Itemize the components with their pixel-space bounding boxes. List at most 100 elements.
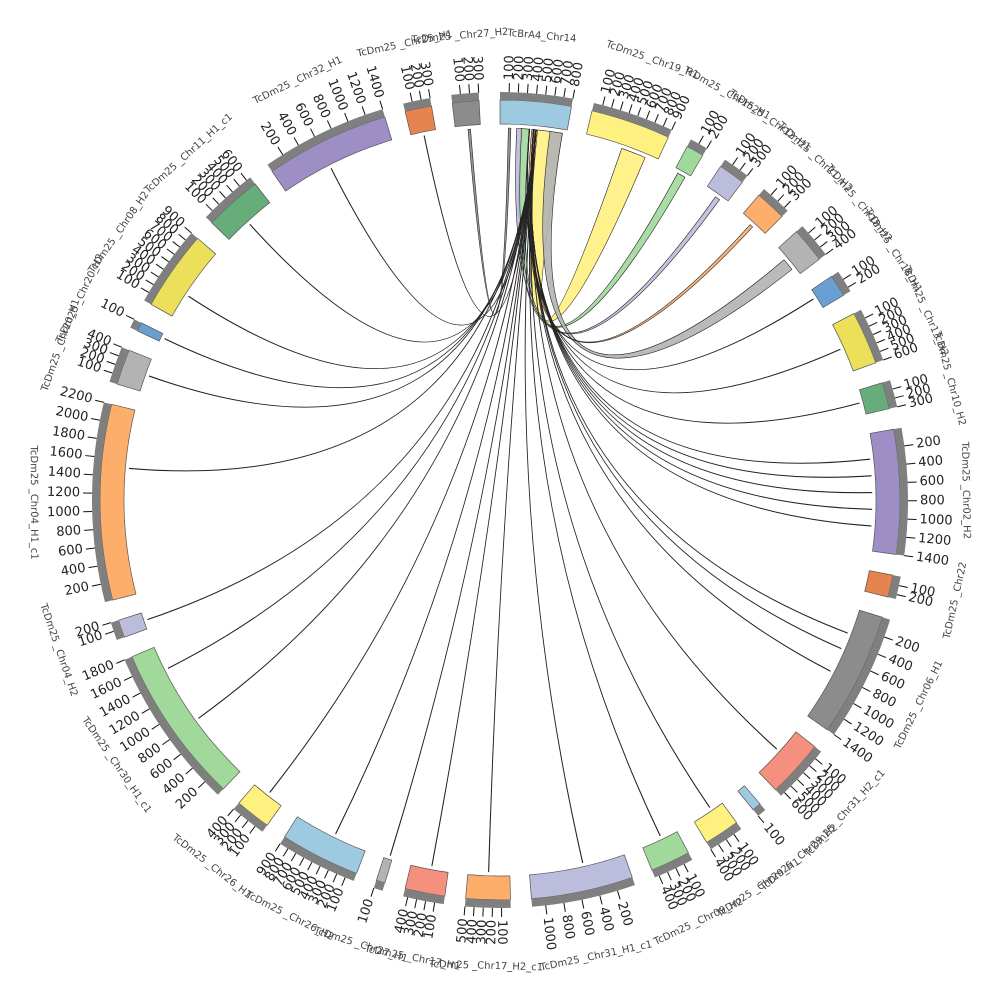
link xyxy=(530,129,848,634)
tick-mark xyxy=(88,565,98,569)
tick-mark xyxy=(814,233,822,241)
tick-mark xyxy=(155,263,164,270)
tick-mark xyxy=(141,708,150,714)
tick-mark xyxy=(458,84,461,94)
tick-label: 400 xyxy=(596,905,617,933)
link xyxy=(488,129,537,873)
tick-band xyxy=(500,92,573,107)
tick-mark xyxy=(706,140,712,149)
tick-mark xyxy=(784,200,792,208)
tick-mark xyxy=(892,386,902,390)
tick-mark xyxy=(602,96,606,106)
tick-mark xyxy=(299,857,305,866)
tick-label: 100 xyxy=(502,55,518,80)
tick-label: 1400 xyxy=(915,550,950,569)
tick-mark xyxy=(326,120,332,129)
tick-label: 400 xyxy=(392,907,412,935)
tick-label: 200 xyxy=(905,381,933,402)
tick-mark xyxy=(870,670,879,676)
link xyxy=(530,129,872,478)
tick-label: 300 xyxy=(416,60,435,87)
segment xyxy=(211,183,271,240)
tick-mark xyxy=(667,871,672,881)
tick-label: 200 xyxy=(915,434,942,452)
tick-label: 700 xyxy=(558,59,577,86)
links xyxy=(128,127,873,873)
tick-band xyxy=(796,226,826,260)
tick-label: 800 xyxy=(558,914,577,941)
tick-label: 1000 xyxy=(919,512,953,529)
link xyxy=(530,129,873,494)
tick-mark xyxy=(341,877,346,886)
tick-label: 100 xyxy=(98,296,127,320)
segment xyxy=(116,349,152,392)
tick-mark xyxy=(894,395,904,399)
tick-label: 500 xyxy=(454,918,471,944)
tick-mark xyxy=(843,718,852,725)
tick-mark xyxy=(879,347,889,352)
tick-mark xyxy=(463,906,466,916)
tick-mark xyxy=(808,226,816,234)
tick-mark xyxy=(423,901,427,911)
tick-label: 100 xyxy=(421,913,440,940)
tick-mark xyxy=(205,203,213,212)
tick-band xyxy=(110,620,125,640)
tick-band xyxy=(853,309,884,363)
tick-mark xyxy=(274,843,281,852)
tick-mark xyxy=(654,114,659,123)
link xyxy=(167,129,537,669)
segment xyxy=(832,313,877,372)
tick-label: 200 xyxy=(511,55,527,80)
tick-label: 300 xyxy=(474,919,490,944)
tick-mark xyxy=(718,844,724,853)
tick-mark xyxy=(132,692,141,698)
link xyxy=(423,129,537,317)
tick-band xyxy=(687,139,707,156)
tick-mark xyxy=(904,444,914,447)
tick-label: 300 xyxy=(521,56,538,82)
tick-label: 400 xyxy=(918,453,944,470)
tick-label: 600 xyxy=(919,473,944,489)
tick-mark xyxy=(293,137,299,146)
tick-mark xyxy=(310,128,316,137)
link xyxy=(188,129,537,370)
tick-label: 1400 xyxy=(47,465,81,482)
tick-mark xyxy=(757,815,765,824)
tick-mark xyxy=(332,873,338,883)
tick-mark xyxy=(468,84,470,94)
tick-mark xyxy=(536,84,538,94)
segments: 100200300400500600700800TcBrA4_Chr141002… xyxy=(28,27,972,974)
tick-mark xyxy=(645,110,651,120)
tick-mark xyxy=(282,848,289,857)
tick-mark xyxy=(563,88,566,98)
tick-band xyxy=(882,380,898,409)
tick-mark xyxy=(526,83,529,93)
tick-label: 800 xyxy=(56,523,82,540)
tick-mark xyxy=(145,279,154,286)
tick-band xyxy=(706,822,742,850)
segment-name: TcDm25 _Chr22 xyxy=(942,561,970,641)
tick-mark xyxy=(234,814,242,823)
tick-mark xyxy=(173,753,182,761)
tick-label: 600 xyxy=(549,58,567,85)
segment xyxy=(499,99,572,131)
tick-band xyxy=(651,852,693,878)
tick-mark xyxy=(884,636,893,641)
tick-mark xyxy=(896,594,906,598)
tick-mark xyxy=(671,121,676,131)
tick-label: 400 xyxy=(464,919,481,945)
tick-mark xyxy=(864,313,874,319)
tick-mark xyxy=(739,162,746,171)
tick-label: 200 xyxy=(459,56,476,82)
segment xyxy=(811,275,845,309)
tick-band xyxy=(130,319,142,331)
segment xyxy=(758,731,816,791)
tick-band xyxy=(720,159,748,182)
tick-band xyxy=(775,746,822,796)
tick-label: 600 xyxy=(57,542,83,560)
tick-mark xyxy=(91,583,101,587)
tick-mark xyxy=(185,767,193,775)
tick-mark xyxy=(803,772,811,780)
link xyxy=(542,131,793,359)
